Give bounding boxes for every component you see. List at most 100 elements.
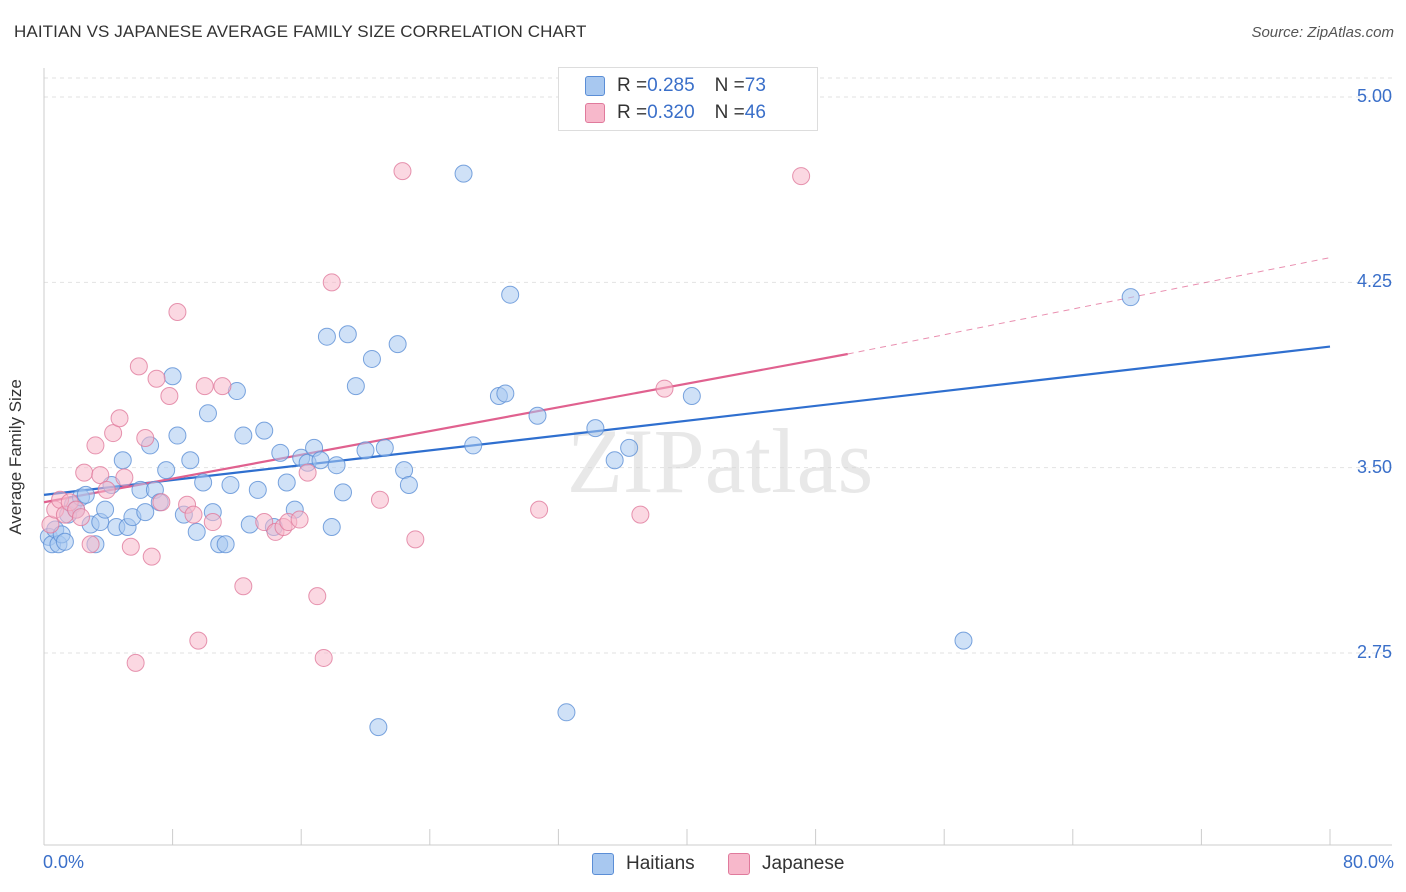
data-point-japanese	[136, 429, 155, 448]
data-point-haitians	[96, 500, 115, 519]
data-point-japanese	[234, 577, 253, 596]
data-point-haitians	[248, 480, 267, 499]
trend-line-japanese	[43, 352, 848, 504]
bottom-legend-haitians: Haitians	[592, 851, 695, 877]
data-point-haitians	[682, 387, 701, 406]
y-tick-label: 2.75	[1356, 642, 1392, 662]
data-point-japanese	[370, 490, 389, 509]
data-point-haitians	[322, 517, 341, 536]
data-point-japanese	[530, 500, 549, 519]
legend-r-value: 0.285	[647, 75, 695, 96]
data-point-japanese	[75, 463, 94, 482]
data-point-japanese	[655, 379, 674, 398]
data-point-japanese	[792, 167, 811, 186]
x-tick-label-max: 80.0%	[1342, 852, 1394, 872]
data-point-haitians	[221, 475, 240, 494]
data-point-haitians	[399, 475, 418, 494]
data-point-haitians	[954, 631, 973, 650]
points-layer	[39, 162, 1140, 737]
x-tick-label-min: 0.0%	[43, 852, 85, 872]
trend-extension-japanese	[847, 257, 1331, 355]
data-point-japanese	[195, 377, 214, 396]
data-point-haitians	[76, 485, 95, 504]
data-point-haitians	[557, 703, 576, 722]
data-point-haitians	[55, 532, 74, 551]
data-point-haitians	[586, 419, 605, 438]
legend-r-label: R =	[617, 102, 648, 123]
data-point-japanese	[631, 505, 650, 524]
data-point-haitians	[157, 461, 176, 480]
data-point-haitians	[194, 473, 213, 492]
legend-r-label: R =	[617, 75, 648, 96]
data-point-haitians	[528, 406, 547, 425]
bottom-legend-label: Japanese	[762, 853, 845, 874]
data-point-haitians	[496, 384, 515, 403]
data-point-haitians	[369, 718, 388, 737]
data-point-japanese	[184, 505, 203, 524]
source-note: Source: ZipAtlas.com	[1251, 24, 1394, 41]
data-point-haitians	[362, 349, 381, 368]
data-point-japanese	[71, 508, 90, 527]
data-point-japanese	[203, 513, 222, 532]
data-point-japanese	[91, 466, 110, 485]
data-point-japanese	[86, 436, 105, 455]
y-tick-label: 3.50	[1356, 456, 1392, 477]
data-point-haitians	[277, 473, 296, 492]
data-point-haitians	[181, 451, 200, 470]
data-point-japanese	[189, 631, 208, 650]
legend: R = 0.285 N = 73 R = 0.320 N = 46	[558, 67, 818, 131]
data-point-haitians	[317, 327, 336, 346]
data-point-japanese	[298, 463, 317, 482]
data-point-japanese	[104, 424, 123, 443]
data-point-japanese	[168, 302, 187, 321]
data-point-haitians	[216, 535, 235, 554]
data-point-japanese	[129, 357, 148, 376]
data-point-japanese	[393, 162, 412, 181]
data-point-haitians	[234, 426, 253, 445]
data-point-haitians	[255, 421, 274, 440]
data-point-japanese	[121, 537, 140, 556]
data-point-haitians	[187, 522, 206, 541]
data-point-haitians	[163, 367, 182, 386]
data-point-haitians	[338, 325, 357, 344]
data-point-haitians	[454, 164, 473, 183]
bottom-legend-label: Haitians	[626, 853, 695, 874]
data-point-japanese	[322, 273, 341, 292]
legend-row-japanese: R = 0.320 N = 46	[585, 101, 766, 125]
data-point-haitians	[464, 436, 483, 455]
y-tick-label: 4.25	[1356, 271, 1392, 292]
data-point-haitians	[388, 335, 407, 354]
chart-title: HAITIAN VS JAPANESE AVERAGE FAMILY SIZE …	[14, 22, 587, 41]
legend-n-value: 46	[744, 102, 766, 123]
grid-layer	[44, 77, 1392, 654]
trend-layer	[43, 257, 1331, 504]
legend-swatch-haitians	[585, 76, 605, 96]
data-point-japanese	[406, 530, 425, 549]
data-point-japanese	[115, 468, 134, 487]
data-point-haitians	[501, 285, 520, 304]
data-point-japanese	[160, 387, 179, 406]
legend-n-label: N =	[714, 75, 745, 96]
bottom-legend-swatch-japanese	[728, 853, 750, 875]
trend-line-haitians	[43, 345, 1331, 496]
bottom-legend-swatch-haitians	[592, 853, 614, 875]
axes-layer	[43, 68, 1392, 846]
legend-row-haitians: R = 0.285 N = 73	[585, 74, 766, 98]
legend-r-value: 0.320	[647, 102, 695, 123]
data-point-japanese	[81, 535, 100, 554]
bottom-legend-japanese: Japanese	[728, 851, 844, 877]
data-point-japanese	[290, 510, 309, 529]
data-point-japanese	[314, 648, 333, 667]
data-point-haitians	[136, 503, 155, 522]
data-point-haitians	[605, 451, 624, 470]
data-point-japanese	[126, 653, 145, 672]
data-point-haitians	[198, 404, 217, 423]
data-point-haitians	[113, 451, 132, 470]
data-point-japanese	[308, 587, 327, 606]
data-point-japanese	[110, 409, 129, 428]
data-point-japanese	[97, 480, 116, 499]
data-point-japanese	[152, 493, 171, 512]
legend-n-label: N =	[714, 102, 745, 123]
legend-swatch-japanese	[585, 103, 605, 123]
